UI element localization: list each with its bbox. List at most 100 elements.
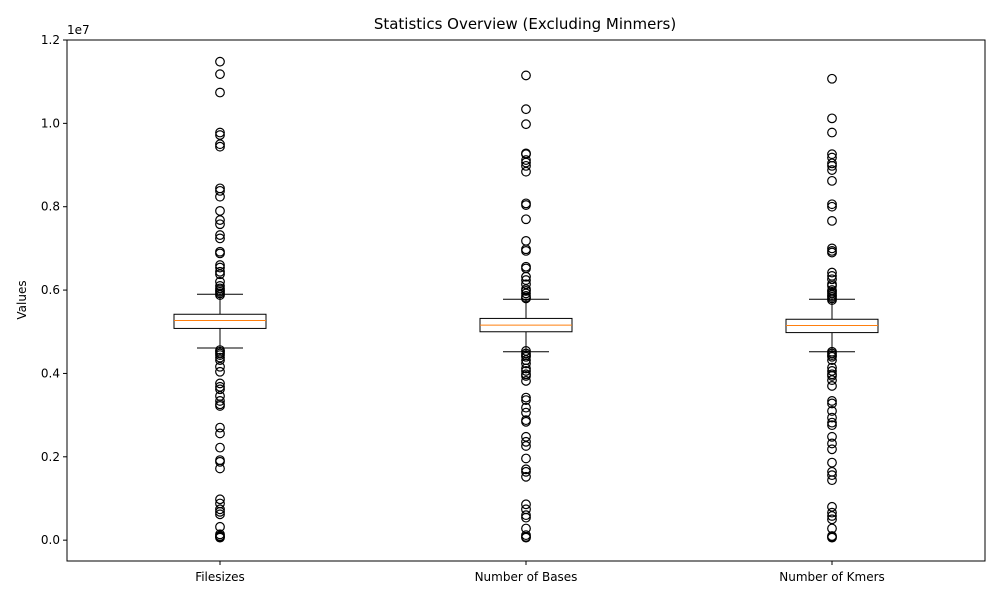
outlier-point bbox=[215, 509, 225, 520]
outlier-point bbox=[521, 358, 531, 369]
outlier-point bbox=[215, 269, 225, 280]
outlier-point bbox=[521, 441, 531, 451]
outlier-point bbox=[215, 56, 225, 67]
outlier-point bbox=[521, 351, 531, 362]
outlier-point bbox=[215, 233, 225, 244]
outlier-point bbox=[215, 378, 225, 389]
outlier-point bbox=[215, 504, 225, 515]
outlier-point bbox=[215, 396, 225, 406]
x-tick-label: Number of Kmers bbox=[779, 570, 885, 584]
outlier-point bbox=[521, 246, 531, 256]
outlier-point bbox=[521, 453, 531, 464]
outlier-point bbox=[521, 395, 531, 406]
outlier-point bbox=[521, 271, 531, 282]
outlier-point bbox=[521, 402, 531, 413]
outlier-point bbox=[521, 464, 531, 475]
outlier-point bbox=[521, 392, 531, 403]
y-axis-offset-label: 1e7 bbox=[67, 23, 90, 37]
outlier-point bbox=[827, 73, 837, 84]
x-tick-label: Filesizes bbox=[195, 570, 245, 584]
outlier-point bbox=[521, 119, 531, 130]
outlier-point bbox=[521, 366, 531, 376]
chart-title: Statistics Overview (Excluding Minmers) bbox=[374, 15, 676, 33]
outlier-point bbox=[215, 230, 225, 240]
outlier-point bbox=[215, 350, 225, 361]
outlier-point bbox=[215, 127, 225, 138]
outlier-point bbox=[521, 499, 531, 510]
outlier-point bbox=[521, 371, 531, 381]
outlier-point bbox=[521, 200, 531, 210]
outlier-point bbox=[521, 288, 531, 299]
outlier-point bbox=[215, 532, 225, 543]
outlier-point bbox=[215, 494, 225, 505]
outlier-point bbox=[521, 70, 531, 81]
outlier-point bbox=[215, 361, 225, 372]
outlier-point bbox=[215, 139, 225, 150]
axes-frame bbox=[66, 39, 986, 562]
outlier-point bbox=[521, 214, 531, 225]
outlier-point bbox=[215, 290, 225, 300]
outlier-point bbox=[827, 438, 837, 449]
outlier-point bbox=[827, 158, 837, 169]
outlier-point bbox=[827, 417, 837, 428]
y-tick-label: 0.2 bbox=[41, 450, 60, 464]
outlier-point bbox=[521, 416, 531, 427]
outlier-point bbox=[521, 436, 531, 447]
outlier-point bbox=[827, 247, 837, 258]
plot-area: 0.0 0.2 0.4 0.6 0.8 1.0 1.2 Filesizes Number of … bbox=[41, 33, 885, 584]
y-tick-label: 1.2 bbox=[41, 33, 60, 47]
outlier-point bbox=[521, 293, 531, 304]
outlier-point bbox=[827, 444, 837, 455]
outlier-point bbox=[215, 506, 225, 517]
outlier-point bbox=[827, 267, 837, 278]
outlier-point bbox=[215, 248, 225, 259]
outlier-point bbox=[827, 398, 837, 409]
outlier-point bbox=[521, 166, 531, 177]
outlier-point bbox=[827, 470, 837, 481]
outlier-point bbox=[215, 185, 225, 196]
outlier-point bbox=[215, 456, 225, 467]
y-tick-label: 0.0 bbox=[41, 533, 60, 547]
outlier-point bbox=[827, 355, 837, 366]
outlier-point bbox=[215, 69, 225, 80]
outlier-point bbox=[215, 442, 225, 453]
outlier-point bbox=[827, 375, 837, 386]
iqr-box bbox=[173, 313, 267, 329]
outlier-point bbox=[215, 384, 225, 395]
outlier-point bbox=[215, 422, 225, 433]
outlier-point bbox=[521, 155, 531, 165]
outlier-point bbox=[521, 286, 531, 296]
outlier-point bbox=[827, 295, 837, 305]
y-axis-label: Values bbox=[15, 280, 29, 319]
outlier-point bbox=[215, 87, 225, 98]
outlier-point bbox=[521, 376, 531, 386]
outlier-point bbox=[827, 420, 837, 431]
outlier-point bbox=[215, 262, 225, 273]
outlier-point bbox=[827, 406, 837, 416]
outlier-point bbox=[215, 215, 225, 225]
outlier-point bbox=[827, 160, 837, 171]
outlier-point bbox=[827, 243, 837, 254]
outlier-point bbox=[521, 471, 531, 482]
outlier-point bbox=[827, 199, 837, 210]
outlier-point bbox=[215, 366, 225, 377]
outlier-point bbox=[827, 201, 837, 212]
outlier-point bbox=[827, 274, 837, 285]
outlier-point bbox=[827, 371, 837, 381]
outlier-point bbox=[827, 381, 837, 391]
x-tick-label: Number of Bases bbox=[475, 570, 578, 584]
outlier-point bbox=[827, 412, 837, 423]
y-tick-label: 0.6 bbox=[41, 283, 60, 297]
outlier-point bbox=[827, 507, 837, 518]
outlier-point bbox=[827, 396, 837, 406]
outlier-point bbox=[215, 191, 225, 202]
y-tick-label: 0.8 bbox=[41, 200, 60, 214]
outlier-point bbox=[827, 165, 837, 175]
outlier-point bbox=[827, 532, 837, 543]
outlier-point bbox=[215, 266, 225, 277]
outlier-point bbox=[827, 351, 837, 362]
outlier-point bbox=[215, 428, 225, 439]
outlier-point bbox=[827, 511, 837, 521]
